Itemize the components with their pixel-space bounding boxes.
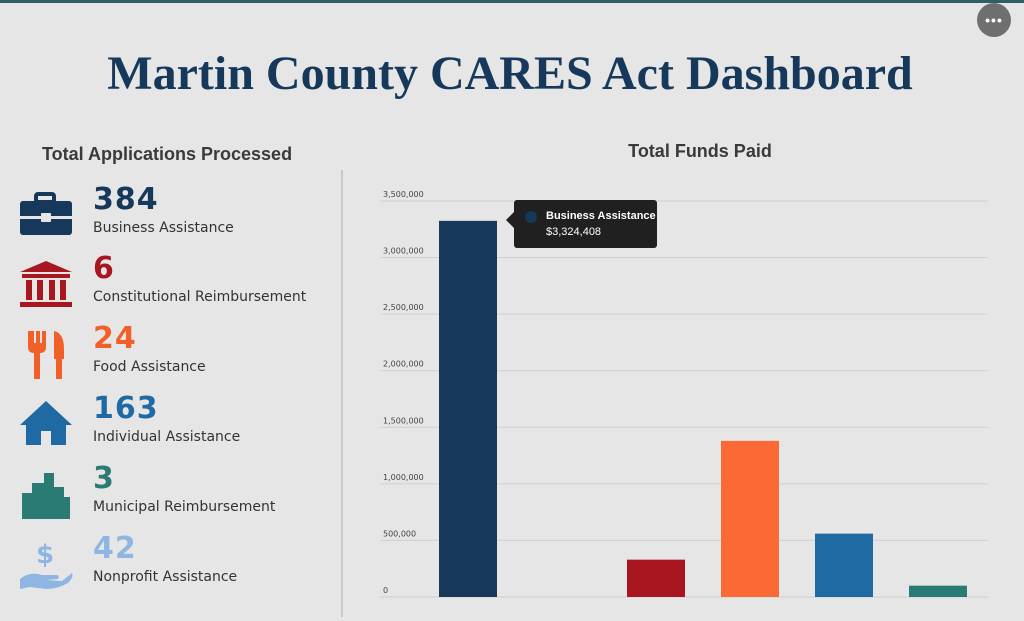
y-tick-label: 3,500,000 <box>383 190 424 199</box>
applications-heading: Total Applications Processed <box>42 144 293 164</box>
y-tick-label: 2,000,000 <box>383 360 424 369</box>
stat-count: 42 <box>93 531 137 566</box>
stat-label: Food Assistance <box>93 359 206 375</box>
fork-knife-icon <box>28 331 64 379</box>
stat-label: Business Assistance <box>93 220 234 236</box>
funds-bar-chart: 0 500,000 1,000,000 1,500,000 2,000,000 2,500… <box>380 190 988 598</box>
bar-individual-assistance[interactable] <box>721 440 779 597</box>
section-divider <box>341 170 343 617</box>
dashboard-title: Martin County CARES Act Dashboard <box>107 47 913 100</box>
top-rule <box>0 0 1024 3</box>
city-icon <box>22 473 70 519</box>
bar-municipal-reimbursement[interactable] <box>815 533 873 597</box>
chart-title: Total Funds Paid <box>628 141 772 161</box>
more-horizontal-icon: ••• <box>985 12 1003 28</box>
chart-tooltip: Business Assistance $3,324,408 <box>506 200 657 248</box>
stat-food-assistance: 24 Food Assistance <box>18 321 338 399</box>
svg-text:$: $ <box>36 540 54 570</box>
bar-nonprofit-assistance[interactable] <box>909 585 967 597</box>
stat-business-assistance: 384 Business Assistance <box>18 182 338 260</box>
tooltip-series-dot <box>525 211 537 223</box>
stat-label: Nonprofit Assistance <box>93 569 238 585</box>
stat-individual-assistance: 163 Individual Assistance <box>18 391 338 469</box>
stat-count: 6 <box>93 251 115 286</box>
y-tick-label: 0 <box>383 586 388 595</box>
stat-nonprofit-assistance: $ 42 Nonprofit Assistance <box>18 531 338 609</box>
more-options-button[interactable]: ••• <box>977 3 1011 37</box>
stat-municipal-reimbursement: 3 Municipal Reimbursement <box>18 461 338 539</box>
stat-count: 384 <box>93 182 159 217</box>
tooltip-series-name: Business Assistance <box>546 210 656 222</box>
stat-label: Constitutional Reimbursement <box>93 289 307 305</box>
stat-constitutional-reimbursement: 6 Constitutional Reimbursement <box>18 251 338 329</box>
y-tick-label: 2,500,000 <box>383 303 424 312</box>
courthouse-icon <box>20 261 72 307</box>
y-tick-label: 3,000,000 <box>383 247 424 256</box>
briefcase-icon <box>20 192 72 235</box>
y-tick-label: 1,500,000 <box>383 416 424 425</box>
stat-count: 24 <box>93 321 137 356</box>
tooltip-value: $3,324,408 <box>546 226 602 238</box>
bar-business-assistance[interactable] <box>439 220 497 597</box>
stat-count: 3 <box>93 461 115 496</box>
stat-label: Municipal Reimbursement <box>93 499 276 515</box>
house-icon <box>20 401 72 445</box>
bar-food-assistance[interactable] <box>627 559 685 597</box>
y-tick-label: 500,000 <box>383 529 416 538</box>
y-tick-label: 1,000,000 <box>383 473 424 482</box>
dollar-hand-icon: $ <box>20 540 73 589</box>
stat-label: Individual Assistance <box>93 429 241 445</box>
stat-count: 163 <box>93 391 159 426</box>
